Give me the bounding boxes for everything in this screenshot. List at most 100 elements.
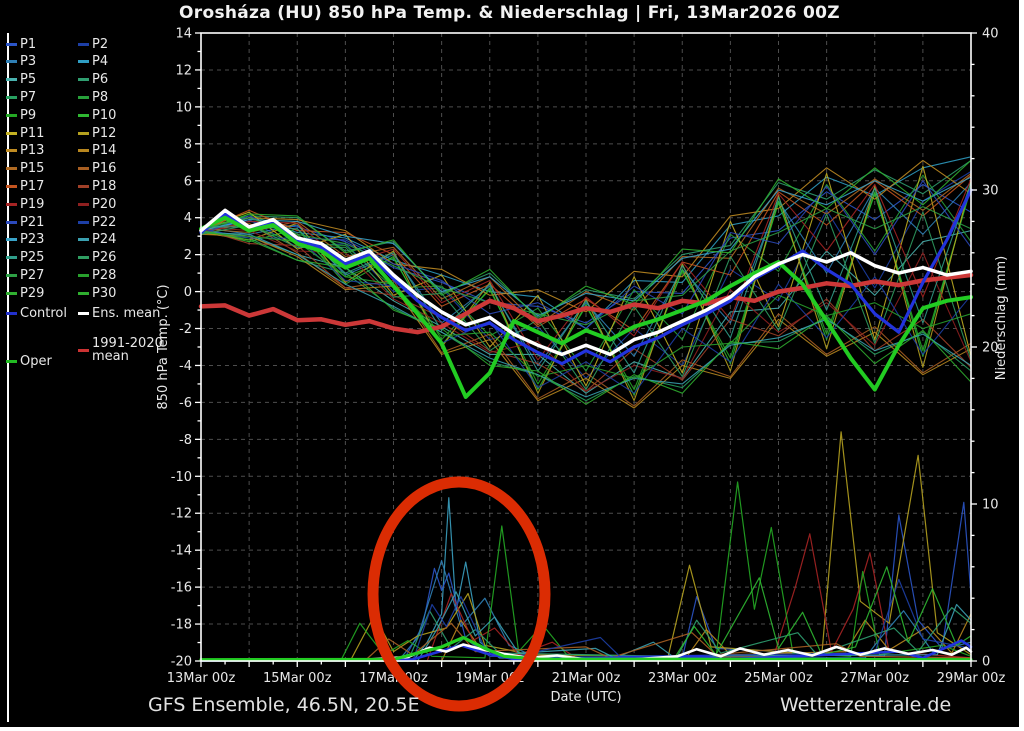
gridlines <box>201 33 971 661</box>
x-tick-labels: 13Mar 00z 15Mar 00z 17Mar 00z 19Mar 00z 21Ma… <box>167 671 1006 686</box>
legend-swatch-p21 <box>6 220 17 224</box>
legend-item-p29: P29 <box>6 287 44 300</box>
legend-swatch-p29 <box>6 291 17 295</box>
legend-swatch-p2 <box>78 42 89 46</box>
legend-swatch-p23 <box>6 238 17 242</box>
legend-row: P11 P12 <box>4 124 199 142</box>
legend-item-p1: P1 <box>6 38 36 51</box>
svg-text:29Mar 00z: 29Mar 00z <box>937 671 1006 686</box>
legend-row: P19 P20 <box>4 195 199 213</box>
legend-item-p22: P22 <box>78 216 116 229</box>
svg-text:23Mar 00z: 23Mar 00z <box>648 671 717 686</box>
legend-swatch-p9 <box>6 113 17 117</box>
legend-swatch-p20 <box>78 202 89 206</box>
legend-row: P13 P14 <box>4 142 199 160</box>
legend-row: Control Ens. mean <box>4 304 224 322</box>
svg-text:20: 20 <box>982 341 999 356</box>
svg-text:21Mar 00z: 21Mar 00z <box>552 671 621 686</box>
legend-swatch-p25 <box>6 256 17 260</box>
legend-item-p28: P28 <box>78 269 116 282</box>
legend-swatch-p28 <box>78 273 89 277</box>
svg-text:10: 10 <box>175 100 192 115</box>
legend-swatch-p27 <box>6 273 17 277</box>
legend-item-p7: P7 <box>6 91 36 104</box>
svg-text:2: 2 <box>184 248 192 263</box>
model-info-text: GFS Ensemble, 46.5N, 20.5E <box>148 694 420 716</box>
legend-item-p11: P11 <box>6 127 44 140</box>
legend-item-p4: P4 <box>78 55 108 68</box>
legend-row: P27 P28 <box>4 266 199 284</box>
svg-text:0: 0 <box>982 655 990 670</box>
legend-swatch-oper <box>6 359 17 363</box>
left-frame-line <box>7 33 9 722</box>
axis-ticks <box>195 32 977 667</box>
page-title: Orosháza (HU) 850 hPa Temp. & Niederschl… <box>179 3 840 23</box>
svg-text:-6: -6 <box>179 396 192 411</box>
legend-swatch-p18 <box>78 184 89 188</box>
svg-text:4: 4 <box>184 211 192 226</box>
legend-item-p17: P17 <box>6 180 44 193</box>
svg-text:30: 30 <box>982 184 999 199</box>
legend-row: P17 P18 <box>4 177 199 195</box>
legend-swatch-p6 <box>78 78 89 82</box>
legend-row: P3 P4 <box>4 53 199 71</box>
annotation-ellipse <box>367 476 551 712</box>
highlight-temperature-lines <box>198 188 974 399</box>
legend-swatch-p17 <box>6 184 17 188</box>
legend-item-p18: P18 <box>78 180 116 193</box>
legend-swatch-p1 <box>6 42 17 46</box>
legend-item-p30: P30 <box>78 287 116 300</box>
svg-text:-4: -4 <box>179 359 192 374</box>
legend-item-p27: P27 <box>6 269 44 282</box>
y-left-axis-title: 850 hPa Temp. (°C) <box>156 284 171 409</box>
precipitation-lines <box>199 431 973 662</box>
legend-row: P21 P22 <box>4 213 199 231</box>
legend-swatch-p7 <box>6 95 17 99</box>
svg-text:15Mar 00z: 15Mar 00z <box>263 671 332 686</box>
legend-swatch-p4 <box>78 60 89 64</box>
svg-text:-12: -12 <box>171 507 192 522</box>
legend-swatch-p13 <box>6 149 17 153</box>
legend-swatch-p10 <box>78 113 89 117</box>
legend-row: P25 P26 <box>4 249 199 267</box>
svg-text:8: 8 <box>184 137 192 152</box>
legend-row: P5 P6 <box>4 71 199 89</box>
legend-swatch-ens-mean <box>78 311 89 315</box>
legend-row: P7 P8 <box>4 88 199 106</box>
legend-row: Oper <box>4 352 224 370</box>
legend-item-p21: P21 <box>6 216 44 229</box>
svg-text:-16: -16 <box>171 581 192 596</box>
legend-swatch-control <box>6 311 17 315</box>
legend-swatch-p11 <box>6 131 17 135</box>
svg-text:-18: -18 <box>171 618 192 633</box>
svg-text:-14: -14 <box>171 544 192 559</box>
legend-item-p3: P3 <box>6 55 36 68</box>
svg-text:-8: -8 <box>179 433 192 448</box>
legend-swatch-p8 <box>78 95 89 99</box>
legend-swatch-p14 <box>78 149 89 153</box>
svg-text:-20: -20 <box>171 655 192 670</box>
legend-item-p25: P25 <box>6 251 44 264</box>
legend-item-p20: P20 <box>78 198 116 211</box>
svg-text:25Mar 00z: 25Mar 00z <box>744 671 813 686</box>
x-axis-title: Date (UTC) <box>550 690 621 705</box>
legend-item-p10: P10 <box>78 109 116 122</box>
legend-item-oper: Oper <box>6 355 52 368</box>
svg-text:27Mar 00z: 27Mar 00z <box>840 671 909 686</box>
svg-text:10: 10 <box>982 498 999 513</box>
legend-row: P29 P30 <box>4 284 199 302</box>
legend-item-p16: P16 <box>78 162 116 175</box>
legend-swatch-p19 <box>6 202 17 206</box>
legend-row: 1991-2020 mean <box>4 336 224 364</box>
legend-swatch-clim-mean <box>78 348 89 352</box>
legend-item-p5: P5 <box>6 73 36 86</box>
legend-row: P15 P16 <box>4 160 199 178</box>
legend-swatch-p26 <box>78 256 89 260</box>
legend-item-p12: P12 <box>78 127 116 140</box>
legend-row: P23 P24 <box>4 231 199 249</box>
legend-item-control: Control <box>6 307 67 320</box>
legend-swatch-p22 <box>78 220 89 224</box>
svg-text:-10: -10 <box>171 470 192 485</box>
